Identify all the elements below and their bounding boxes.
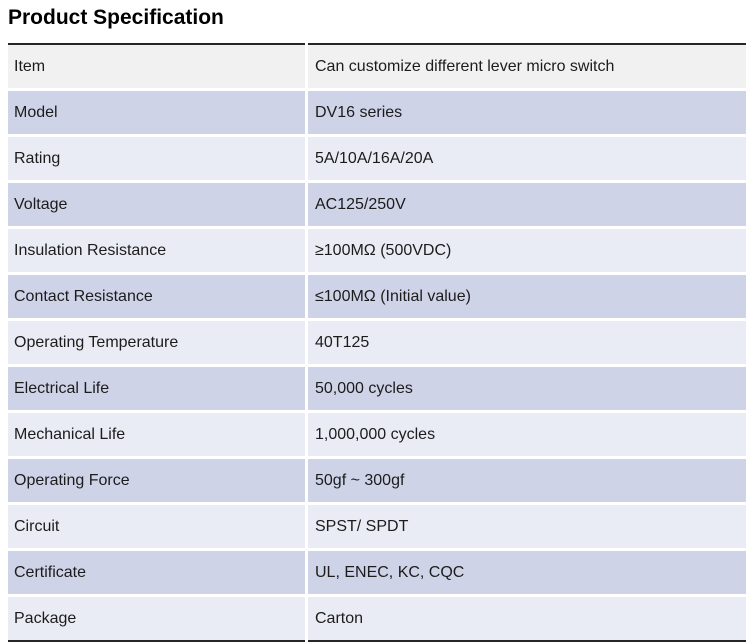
spec-label: Item xyxy=(8,43,305,89)
spec-value: AC125/250V xyxy=(308,183,746,227)
spec-label: Contact Resistance xyxy=(8,275,305,319)
spec-value: DV16 series xyxy=(308,91,746,135)
spec-label: Operating Temperature xyxy=(8,321,305,365)
spec-label: Insulation Resistance xyxy=(8,229,305,273)
page-title: Product Specification xyxy=(8,6,224,29)
spec-value: UL, ENEC, KC, CQC xyxy=(308,551,746,595)
row-rating: Rating 5A/10A/16A/20A xyxy=(8,137,746,181)
spec-value: 5A/10A/16A/20A xyxy=(308,137,746,181)
row-insulation-resistance: Insulation Resistance ≥100MΩ (500VDC) xyxy=(8,229,746,273)
spec-label: Operating Force xyxy=(8,459,305,503)
row-item: Item Can customize different lever micro… xyxy=(8,43,746,89)
row-model: Model DV16 series xyxy=(8,91,746,135)
row-electrical-life: Electrical Life 50,000 cycles xyxy=(8,367,746,411)
spec-value: Carton xyxy=(308,597,746,643)
spec-label: Voltage xyxy=(8,183,305,227)
row-certificate: Certificate UL, ENEC, KC, CQC xyxy=(8,551,746,595)
spec-label: Model xyxy=(8,91,305,135)
product-spec-table: Item Can customize different lever micro… xyxy=(8,43,746,643)
spec-value: 1,000,000 cycles xyxy=(308,413,746,457)
spec-label: Circuit xyxy=(8,505,305,549)
row-contact-resistance: Contact Resistance ≤100MΩ (Initial value… xyxy=(8,275,746,319)
row-voltage: Voltage AC125/250V xyxy=(8,183,746,227)
spec-label: Mechanical Life xyxy=(8,413,305,457)
spec-label: Certificate xyxy=(8,551,305,595)
spec-value: Can customize different lever micro swit… xyxy=(308,43,746,89)
spec-value: SPST/ SPDT xyxy=(308,505,746,549)
row-circuit: Circuit SPST/ SPDT xyxy=(8,505,746,549)
spec-value: ≥100MΩ (500VDC) xyxy=(308,229,746,273)
row-operating-force: Operating Force 50gf ~ 300gf xyxy=(8,459,746,503)
spec-value: 50gf ~ 300gf xyxy=(308,459,746,503)
spec-label: Electrical Life xyxy=(8,367,305,411)
row-operating-temperature: Operating Temperature 40T125 xyxy=(8,321,746,365)
row-mechanical-life: Mechanical Life 1,000,000 cycles xyxy=(8,413,746,457)
spec-value: ≤100MΩ (Initial value) xyxy=(308,275,746,319)
spec-value: 50,000 cycles xyxy=(308,367,746,411)
spec-label: Rating xyxy=(8,137,305,181)
spec-value: 40T125 xyxy=(308,321,746,365)
row-package: Package Carton xyxy=(8,597,746,643)
spec-label: Package xyxy=(8,597,305,643)
